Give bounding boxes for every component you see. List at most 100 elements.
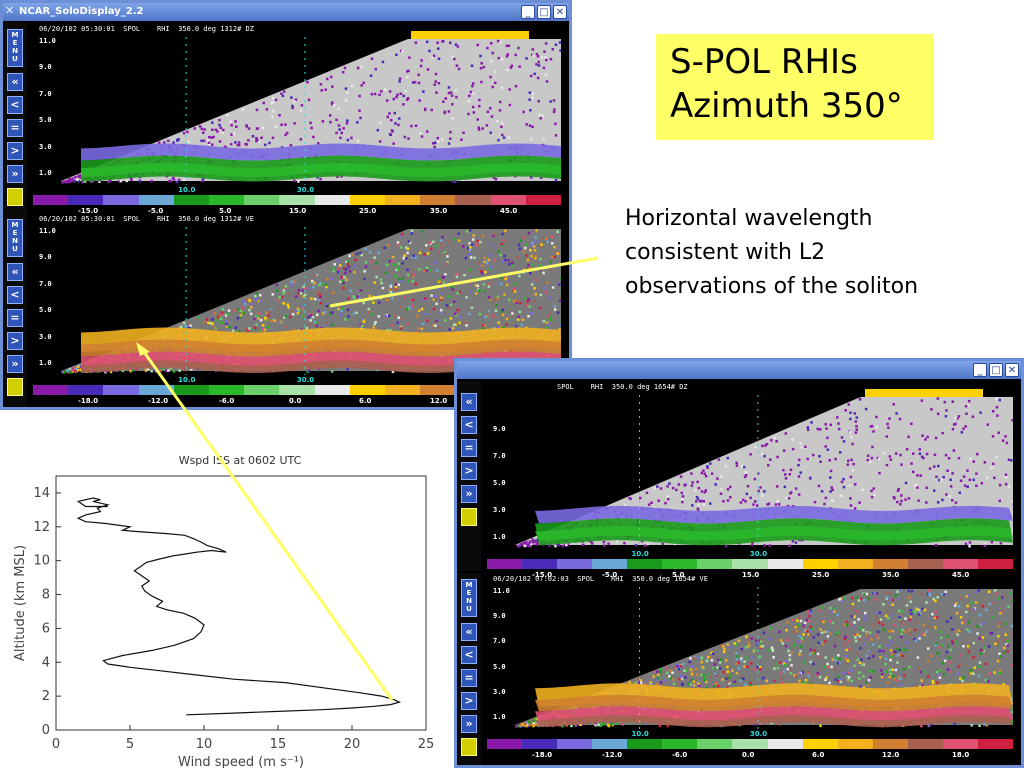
menu-button[interactable]: M E N U xyxy=(7,29,23,67)
color-scale-label: -18.0 xyxy=(78,397,99,405)
color-scale-swatch xyxy=(279,195,315,205)
annotation-line-2: consistent with L2 xyxy=(625,240,826,265)
color-scale-swatch xyxy=(138,195,174,205)
fast-forward-button[interactable]: » xyxy=(7,165,23,183)
fast-forward-button[interactable]: » xyxy=(461,485,477,503)
forward-button[interactable]: > xyxy=(461,462,477,480)
height-tick-label: 1.0 xyxy=(39,359,52,367)
rewind-button[interactable]: « xyxy=(7,263,23,281)
height-tick-label: 3.0 xyxy=(493,688,506,696)
x-tick-label: 5 xyxy=(126,737,134,752)
echo-layer xyxy=(535,694,1013,712)
color-scale-swatch xyxy=(522,739,558,749)
reflectivity-rhi-plot[interactable] xyxy=(487,393,1013,549)
forward-button[interactable]: > xyxy=(7,332,23,350)
maximize-button[interactable]: □ xyxy=(537,5,551,19)
color-scale-swatch xyxy=(767,739,803,749)
range-tick-label: 30.0 xyxy=(749,550,768,558)
height-tick-label: 3.0 xyxy=(39,333,52,341)
fast-forward-button[interactable]: » xyxy=(7,355,23,373)
color-scale-swatch xyxy=(907,559,943,569)
headline-box: S-POL RHIs Azimuth 350° xyxy=(656,34,934,140)
close-button[interactable]: ✕ xyxy=(1005,363,1019,377)
echo-layer xyxy=(535,715,1013,728)
color-scale-swatch xyxy=(627,739,663,749)
color-scale-swatch xyxy=(802,739,838,749)
color-scale-label: 45.0 xyxy=(500,207,518,215)
wind-speed-series-line xyxy=(76,497,402,716)
reset-button[interactable]: = xyxy=(7,309,23,327)
color-scale-label: 35.0 xyxy=(430,207,448,215)
fast-forward-button[interactable]: » xyxy=(461,715,477,733)
height-tick-label: 7.0 xyxy=(39,90,52,98)
range-tick-label: 30.0 xyxy=(749,730,768,738)
color-toggle-button[interactable] xyxy=(461,508,477,526)
panel-header: SPOL RHI 350.0 deg 1654# DZ xyxy=(557,383,688,391)
color-scale-swatch xyxy=(592,739,628,749)
range-tick-label: 30.0 xyxy=(296,186,315,194)
menu-button[interactable]: M E N U xyxy=(7,219,23,257)
color-scale-swatch xyxy=(103,195,139,205)
menu-button[interactable]: M E N U xyxy=(461,579,477,617)
velocity-rhi-plot[interactable] xyxy=(487,585,1013,729)
color-toggle-button[interactable] xyxy=(7,188,23,206)
y-tick-label: 8 xyxy=(42,588,50,603)
height-tick-label: 7.0 xyxy=(493,452,506,460)
color-toggle-button[interactable] xyxy=(7,378,23,396)
x-tick-label: 20 xyxy=(344,737,361,752)
app-icon: ✕ xyxy=(5,4,15,17)
minimize-button[interactable]: _ xyxy=(521,5,535,19)
color-scale-label: -6.0 xyxy=(672,751,688,759)
height-tick-label: 1.0 xyxy=(39,169,52,177)
reset-button[interactable]: = xyxy=(7,119,23,137)
height-tick-label: 5.0 xyxy=(39,116,52,124)
back-button[interactable]: < xyxy=(461,646,477,664)
rewind-button[interactable]: « xyxy=(461,623,477,641)
color-scale-label: 0.0 xyxy=(742,751,755,759)
rewind-button[interactable]: « xyxy=(461,393,477,411)
annotation-line-3: observations of the soliton xyxy=(625,274,919,299)
height-tick-label: 9.0 xyxy=(493,612,506,620)
minimize-button[interactable]: _ xyxy=(973,363,987,377)
window-titlebar[interactable]: ✕ NCAR_SoloDisplay_2.2 _ □ ✕ xyxy=(3,3,569,21)
back-button[interactable]: < xyxy=(461,416,477,434)
height-tick-label: 9.0 xyxy=(493,425,506,433)
plot-frame xyxy=(55,475,427,731)
color-scale-swatch xyxy=(697,559,733,569)
panel-header: 06/20/102 07:02:03 SPOL RHI 350.0 deg 16… xyxy=(493,575,708,583)
height-tick-label: 5.0 xyxy=(493,479,506,487)
range-tick-label: 10.0 xyxy=(178,376,196,384)
x-tick-label: 10 xyxy=(196,737,213,752)
color-scale-swatch xyxy=(103,385,139,395)
height-tick-label: 5.0 xyxy=(493,663,506,671)
reset-button[interactable]: = xyxy=(461,669,477,687)
color-scale-swatch xyxy=(33,195,69,205)
window-titlebar[interactable]: _ □ ✕ xyxy=(457,361,1021,379)
color-scale-swatch xyxy=(872,559,908,569)
back-button[interactable]: < xyxy=(7,286,23,304)
x-tick-label: 25 xyxy=(418,737,435,752)
range-tick-label: 30.0 xyxy=(296,376,315,384)
rewind-button[interactable]: « xyxy=(7,73,23,91)
back-button[interactable]: < xyxy=(7,96,23,114)
annotation-line-1: Horizontal wavelength xyxy=(625,206,873,231)
forward-button[interactable]: > xyxy=(461,692,477,710)
color-scale-swatch xyxy=(662,559,698,569)
color-scale-swatch xyxy=(802,559,838,569)
range-tick-label: 10.0 xyxy=(631,730,649,738)
color-scale-swatch xyxy=(872,739,908,749)
reset-button[interactable]: = xyxy=(461,439,477,457)
color-toggle-button[interactable] xyxy=(461,738,477,756)
velocity-rhi-plot[interactable] xyxy=(33,225,561,375)
color-scale-swatch xyxy=(420,385,456,395)
maximize-button[interactable]: □ xyxy=(989,363,1003,377)
color-scale-swatch xyxy=(244,385,280,395)
color-scale-label: -15.0 xyxy=(78,207,99,215)
reflectivity-rhi-plot[interactable] xyxy=(33,35,561,185)
echo-layer xyxy=(81,143,561,161)
forward-button[interactable]: > xyxy=(7,142,23,160)
color-scale-swatch xyxy=(314,195,350,205)
y-tick-label: 14 xyxy=(33,486,50,501)
height-tick-label: 3.0 xyxy=(39,143,52,151)
close-button[interactable]: ✕ xyxy=(553,5,567,19)
